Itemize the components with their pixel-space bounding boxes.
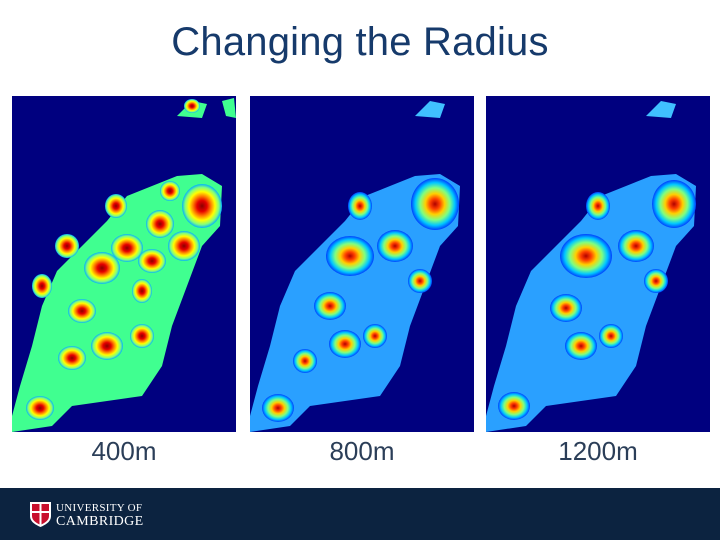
university-logo-text: UNIVERSITY OF CAMBRIDGE — [56, 502, 144, 529]
caption-800m: 800m — [329, 436, 395, 466]
logo-line-1: UNIVERSITY OF — [56, 502, 143, 514]
logo-line-2: CAMBRIDGE — [56, 514, 144, 529]
heatmap-1200m-image — [486, 101, 696, 432]
heatmap-panel-1200m — [486, 96, 710, 432]
heatmap-400m-image — [12, 98, 236, 432]
heatmap-panel-400m — [12, 96, 236, 432]
caption-1200m: 1200m — [558, 436, 638, 466]
heatmap-panel-800m — [250, 96, 474, 432]
university-crest-icon — [30, 502, 51, 527]
footer-bar — [0, 488, 720, 540]
heatmap-800m-image — [250, 101, 460, 432]
slide-title: Changing the Radius — [171, 20, 549, 64]
caption-400m: 400m — [91, 436, 157, 466]
